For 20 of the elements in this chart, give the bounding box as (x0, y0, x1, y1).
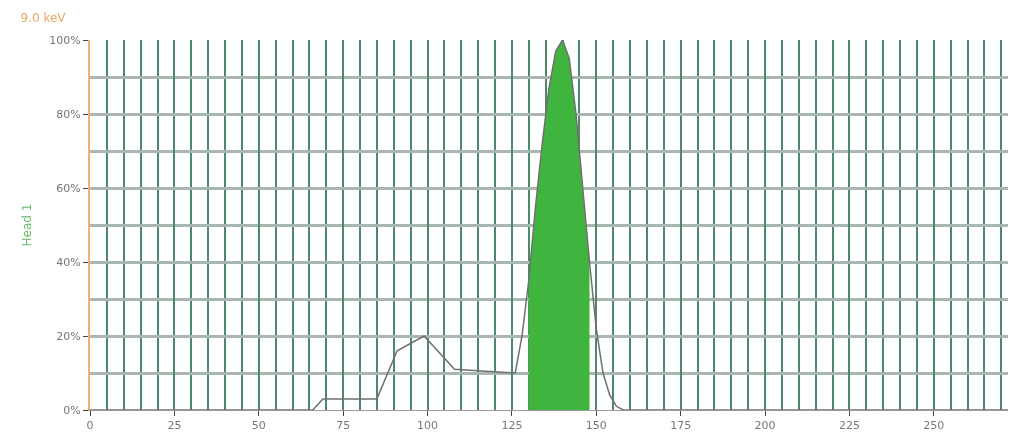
x-tick-label: 25 (167, 419, 182, 433)
y-tick-label: 20% (56, 329, 81, 343)
x-tick-label: 225 (838, 419, 860, 433)
x-tick-label: 0 (86, 419, 94, 433)
y-tick-label: 40% (56, 255, 81, 269)
x-tick-label: 175 (670, 419, 692, 433)
x-tick-label: 200 (754, 419, 776, 433)
x-tick-label: 50 (251, 419, 266, 433)
y-tick-label: 60% (56, 181, 81, 195)
x-tick-label: 100 (417, 419, 438, 433)
line-series (90, 40, 1008, 410)
chart-title: 9.0 keV (20, 10, 67, 25)
x-tick-label: 125 (501, 419, 523, 433)
x-tick-label: 250 (923, 419, 945, 433)
y-tick-label: 100% (49, 33, 81, 47)
x-tick-label: 75 (336, 419, 351, 433)
y-tick-label: 80% (56, 107, 81, 121)
x-tick-label: 150 (585, 419, 607, 433)
y-tick-label: 0% (63, 403, 81, 417)
y-axis-title: Head 1 (20, 203, 35, 247)
